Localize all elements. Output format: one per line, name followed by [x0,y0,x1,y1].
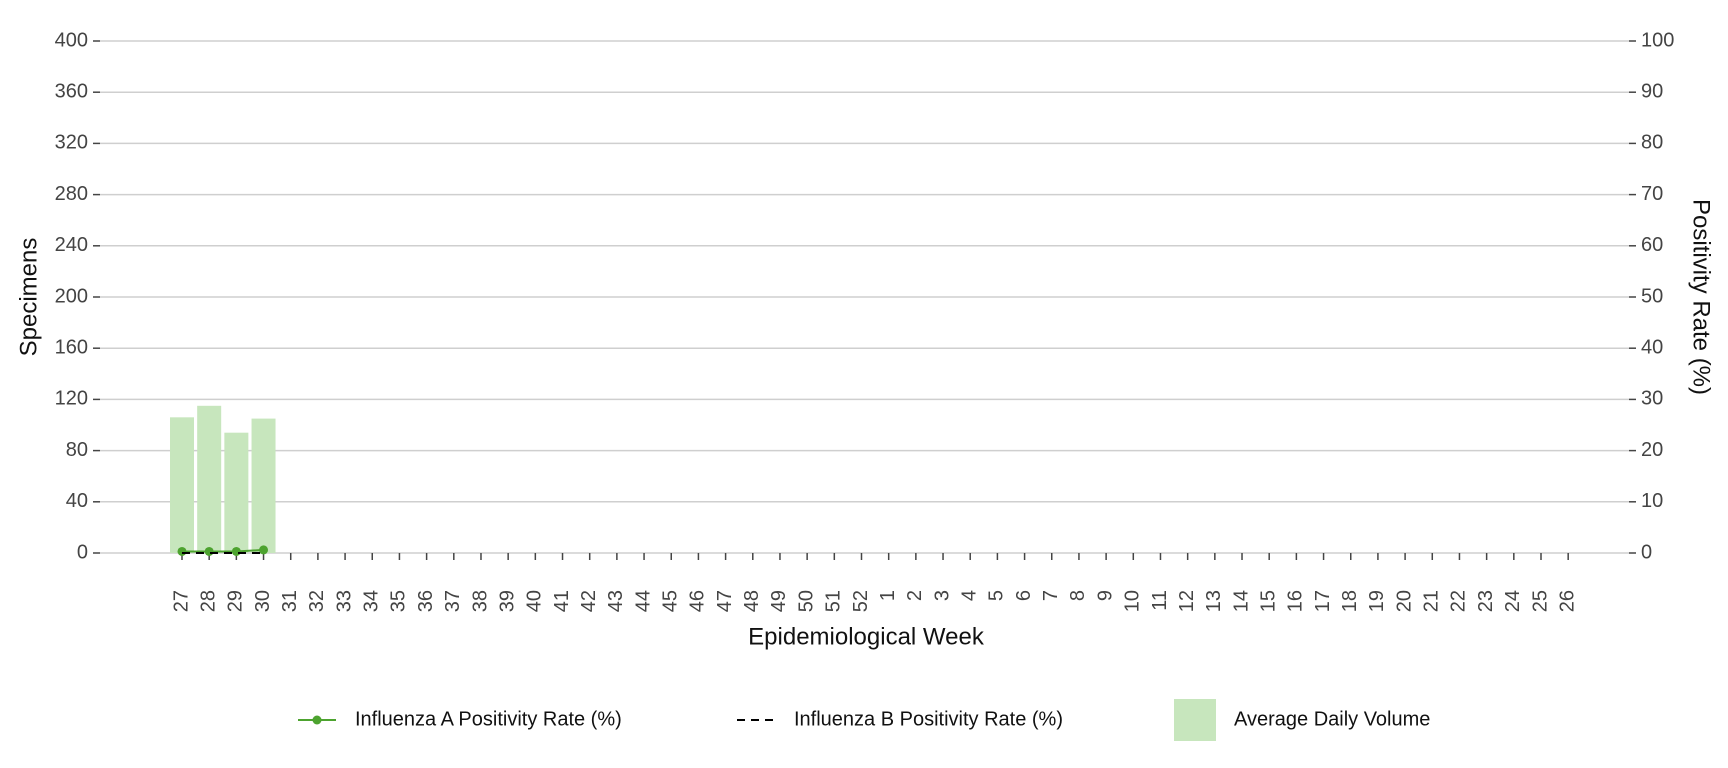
x-tick-label: 8 [1067,590,1089,601]
y-tick-label: 200 [55,285,88,307]
line-marker [204,546,214,556]
y-tick-label: 80 [66,439,88,461]
x-tick-label: 10 [1122,590,1144,612]
x-tick-label: 20 [1393,590,1415,612]
y2-tick-label: 50 [1641,285,1663,307]
y-tick-label: 0 [77,541,88,563]
y-tick-label: 160 [55,336,88,358]
y-tick-label: 120 [55,388,88,410]
x-tick-label: 47 [714,590,736,612]
x-tick-label: 39 [496,590,518,612]
x-tick-label: 49 [768,590,790,612]
y-axis-title: Specimens [15,238,42,357]
bar [197,405,222,553]
x-tick-label: 25 [1529,590,1551,612]
x-tick-label: 35 [388,590,410,612]
x-tick-label: 43 [605,590,627,612]
x-tick-label: 2 [904,590,926,601]
x-tick-label: 52 [850,590,872,612]
line-marker [177,546,187,556]
x-tick-label: 45 [660,590,682,612]
y-tick-label: 360 [55,80,88,102]
line-marker [259,545,269,555]
x-axis-title: Epidemiological Week [748,623,985,650]
x-tick-label: 31 [279,590,301,612]
x-tick-label: 3 [931,590,953,601]
y2-tick-label: 40 [1641,336,1663,358]
y2-tick-label: 10 [1641,490,1663,512]
x-tick-label: 36 [415,590,437,612]
x-tick-label: 51 [823,590,845,612]
x-tick-label: 24 [1502,590,1524,612]
y-tick-label: 40 [66,490,88,512]
x-tick-label: 13 [1203,590,1225,612]
x-tick-label: 44 [632,590,654,612]
y2-tick-label: 80 [1641,132,1663,154]
x-tick-label: 17 [1312,590,1334,612]
x-tick-label: 21 [1421,590,1443,612]
x-tick-label: 6 [1013,590,1035,601]
x-tick-label: 9 [1094,590,1116,601]
y2-tick-label: 70 [1641,183,1663,205]
x-tick-label: 5 [986,590,1008,601]
x-tick-label: 14 [1230,590,1252,612]
legend-label: Average Daily Volume [1234,708,1430,730]
line-marker [231,546,241,556]
x-tick-label: 29 [225,590,247,612]
x-tick-label: 11 [1149,590,1171,611]
x-tick-label: 7 [1040,590,1062,601]
x-tick-label: 42 [578,590,600,612]
x-tick-label: 30 [252,590,274,612]
y2-tick-label: 100 [1641,29,1674,51]
legend-swatch [1174,699,1216,741]
bar [170,417,194,553]
x-tick-label: 18 [1339,590,1361,612]
y-tick-label: 240 [55,234,88,256]
x-tick-label: 32 [306,590,328,612]
x-tick-label: 23 [1475,590,1497,612]
legend-marker [312,715,322,725]
x-tick-label: 4 [959,590,981,601]
bar [224,432,249,553]
y2-tick-label: 20 [1641,439,1663,461]
y-tick-label: 400 [55,29,88,51]
x-tick-label: 26 [1556,590,1578,612]
x-tick-label: 16 [1285,590,1307,612]
y2-tick-label: 0 [1641,541,1652,563]
bar [251,418,276,553]
x-tick-label: 41 [551,590,573,612]
x-tick-label: 19 [1366,590,1388,612]
y-tick-label: 320 [55,132,88,154]
y2-tick-label: 30 [1641,388,1663,410]
y2-tick-label: 90 [1641,80,1663,102]
x-tick-label: 22 [1448,590,1470,612]
x-tick-label: 34 [361,590,383,612]
x-tick-label: 33 [333,590,355,612]
x-tick-label: 40 [524,590,546,612]
x-tick-label: 15 [1257,590,1279,612]
x-tick-label: 28 [197,590,219,612]
x-tick-label: 12 [1176,590,1198,612]
y-tick-label: 280 [55,183,88,205]
line [182,548,264,553]
x-tick-label: 27 [170,590,192,612]
x-tick-label: 1 [877,590,899,601]
y2-axis-title: Positivity Rate (%) [1688,199,1715,395]
y2-tick-label: 60 [1641,234,1663,256]
x-tick-label: 48 [741,590,763,612]
legend-label: Influenza B Positivity Rate (%) [794,708,1063,730]
x-tick-label: 37 [442,590,464,612]
x-tick-label: 38 [469,590,491,612]
legend-label: Influenza A Positivity Rate (%) [355,708,622,730]
x-tick-label: 46 [687,590,709,612]
x-tick-label: 50 [795,590,817,612]
